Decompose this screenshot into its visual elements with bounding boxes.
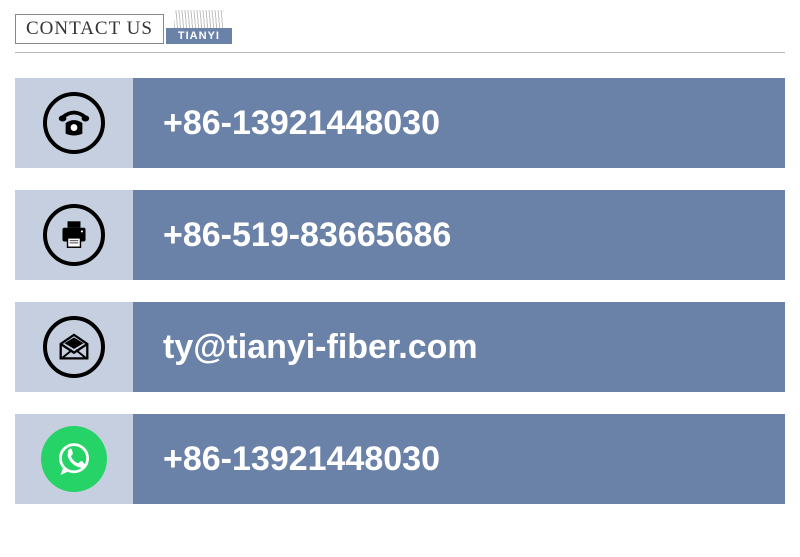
email-value: ty@tianyi-fiber.com [133, 302, 785, 392]
phone-icon-box [15, 78, 133, 168]
header: CONTACT US TIANYI [15, 10, 785, 44]
fax-icon [43, 204, 105, 266]
brand-logo: TIANYI [166, 10, 232, 44]
contact-row-fax: +86-519-83665686 [15, 190, 785, 280]
whatsapp-value: +86-13921448030 [133, 414, 785, 504]
email-icon [43, 316, 105, 378]
divider [15, 52, 785, 53]
contact-row-whatsapp: +86-13921448030 [15, 414, 785, 504]
phone-icon [43, 92, 105, 154]
header-title: CONTACT US [15, 14, 164, 44]
contact-list: +86-13921448030 +86-519-83665686 [15, 78, 785, 504]
whatsapp-icon [41, 426, 107, 492]
contact-row-phone: +86-13921448030 [15, 78, 785, 168]
fax-icon-box [15, 190, 133, 280]
brand-name: TIANYI [166, 28, 232, 44]
logo-graphic [174, 10, 224, 28]
phone-value: +86-13921448030 [133, 78, 785, 168]
fax-value: +86-519-83665686 [133, 190, 785, 280]
whatsapp-icon-box [15, 414, 133, 504]
email-icon-box [15, 302, 133, 392]
contact-row-email: ty@tianyi-fiber.com [15, 302, 785, 392]
